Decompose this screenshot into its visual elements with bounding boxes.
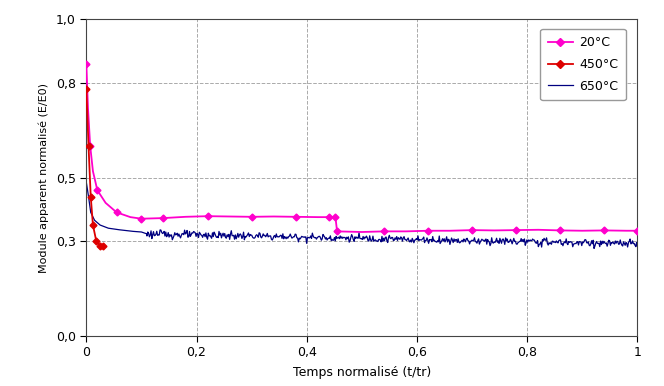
- 20°C: [600, 228, 608, 233]
- 20°C: [578, 229, 586, 233]
- 20°C: [468, 228, 476, 232]
- 20°C: [181, 215, 189, 219]
- 450°C: [92, 239, 100, 243]
- X-axis label: Temps normalisé (t/tr): Temps normalisé (t/tr): [293, 366, 431, 379]
- 450°C: [87, 194, 95, 199]
- 20°C: [490, 228, 498, 233]
- 20°C: [248, 215, 256, 219]
- 450°C: [99, 244, 107, 249]
- 450°C: [89, 223, 97, 227]
- Line: 20°C: 20°C: [84, 61, 640, 234]
- 20°C: [126, 215, 134, 219]
- 20°C: [622, 229, 630, 233]
- 20°C: [137, 217, 145, 221]
- 450°C: [84, 144, 92, 148]
- 20°C: [333, 229, 341, 234]
- 20°C: [446, 229, 454, 233]
- 20°C: [113, 210, 121, 215]
- 20°C: [314, 215, 322, 219]
- 650°C: [602, 240, 610, 245]
- 20°C: [86, 144, 94, 148]
- 650°C: [167, 233, 175, 237]
- Line: 450°C: 450°C: [84, 86, 106, 249]
- 650°C: [82, 180, 90, 185]
- 20°C: [94, 188, 102, 193]
- 20°C: [291, 215, 299, 219]
- 20°C: [137, 217, 145, 221]
- 650°C: [591, 244, 599, 249]
- 20°C: [325, 215, 333, 219]
- 20°C: [226, 214, 234, 219]
- 20°C: [325, 215, 333, 219]
- 20°C: [380, 229, 388, 234]
- 20°C: [358, 230, 366, 234]
- 20°C: [402, 229, 410, 234]
- 20°C: [331, 215, 339, 219]
- 20°C: [424, 229, 432, 233]
- Line: 650°C: 650°C: [86, 182, 637, 249]
- 20°C: [270, 214, 278, 219]
- 20°C: [84, 106, 92, 110]
- 20°C: [556, 228, 564, 233]
- 20°C: [159, 216, 167, 220]
- 450°C: [96, 243, 104, 248]
- 20°C: [89, 169, 97, 174]
- 20°C: [82, 61, 90, 66]
- 20°C: [102, 201, 110, 205]
- 650°C: [419, 236, 427, 241]
- 650°C: [428, 239, 436, 244]
- 650°C: [248, 233, 256, 237]
- Legend: 20°C, 450°C, 650°C: 20°C, 450°C, 650°C: [540, 29, 625, 100]
- 20°C: [333, 229, 341, 234]
- 20°C: [204, 214, 212, 218]
- 20°C: [512, 228, 520, 232]
- 650°C: [633, 244, 641, 249]
- 20°C: [535, 227, 542, 232]
- Y-axis label: Module apparent normalisé (E/E0): Module apparent normalisé (E/E0): [39, 83, 49, 273]
- 650°C: [590, 246, 598, 251]
- 450°C: [82, 86, 90, 91]
- 20°C: [633, 229, 641, 233]
